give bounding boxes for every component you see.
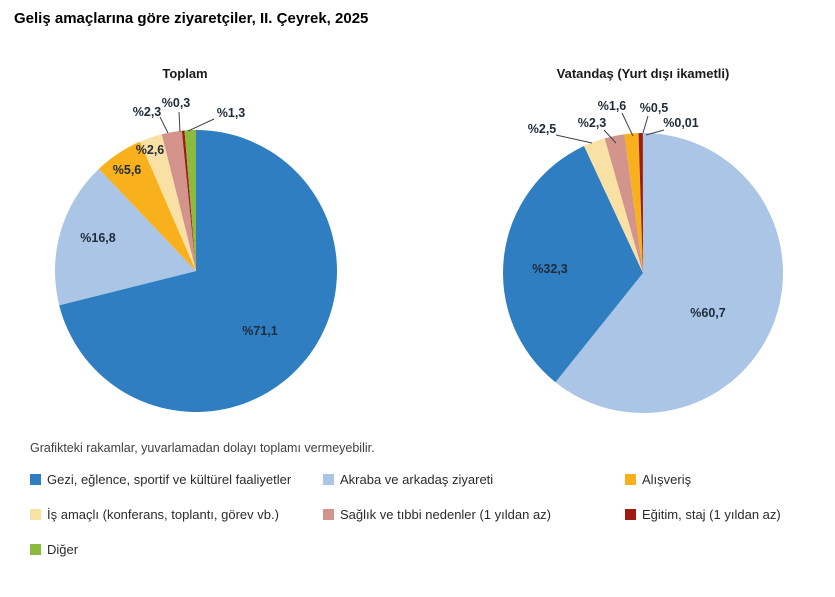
legend-label: İş amaçlı (konferans, toplantı, görev vb… <box>47 506 279 522</box>
label-leader-line-alisveris <box>621 112 634 137</box>
legend-swatch-alisveris <box>625 473 636 485</box>
legend-label: Alışveriş <box>642 471 692 487</box>
legend-swatch-akraba <box>323 473 334 485</box>
slice-label-is_amacli: %2,5 <box>528 122 557 136</box>
legend-item-is-amacli: İş amaçlı (konferans, toplantı, görev vb… <box>30 506 323 522</box>
page-title: Geliş amaçlarına göre ziyaretçiler, II. … <box>14 10 369 27</box>
legend-item-egitim: Eğitim, staj (1 yıldan az) <box>625 506 820 522</box>
legend-label: Gezi, eğlence, sportif ve kültürel faali… <box>47 471 292 487</box>
pie-slice-egitim <box>181 130 196 271</box>
legend: Gezi, eğlence, sportif ve kültürel faali… <box>30 471 820 557</box>
legend-item-akraba: Akraba ve arkadaş ziyareti <box>323 471 625 487</box>
legend-swatch-saglik <box>323 508 334 520</box>
legend-swatch-egitim <box>625 508 636 520</box>
label-leader-line-saglik <box>159 116 169 134</box>
pie-slice-saglik <box>161 130 196 271</box>
slice-label-gezi: %71,1 <box>242 324 277 338</box>
pie-slice-is_amacli <box>584 138 643 273</box>
slice-label-diger: %1,3 <box>217 106 246 120</box>
chart-title-vatandas: Vatandaş (Yurt dışı ikametli) <box>556 66 730 81</box>
slice-label-akraba: %16,8 <box>80 231 115 245</box>
pie-slice-gezi <box>59 130 337 412</box>
legend-swatch-gezi <box>30 473 41 485</box>
pie-slice-alisveris <box>98 141 196 271</box>
label-leader-line-egitim <box>642 115 649 134</box>
pie-chart-toplam: %71,1 %16,8 %5,6 %2,6 %2,3%0,3 %1,3 <box>54 96 337 412</box>
legend-item-diger: Diğer <box>30 541 323 557</box>
label-leader-line-is_amacli <box>555 134 593 144</box>
slice-label-alisveris: %5,6 <box>113 163 142 177</box>
slice-label-egitim: %0,3 <box>162 96 191 110</box>
legend-item-alisveris: Alışveriş <box>625 471 820 487</box>
rounding-note: Grafikteki rakamlar, yuvarlamadan dolayı… <box>30 441 375 455</box>
pie-chart-vatandas: %60,7 %32,3 %2,5 %2,3 %1,6 %0,5%0,01 <box>502 99 784 413</box>
legend-swatch-is-amacli <box>30 508 41 520</box>
label-leader-line-diger <box>187 118 215 132</box>
pie-slice-is_amacli <box>140 134 196 271</box>
slice-label-alisveris: %1,6 <box>598 99 627 113</box>
slice-label-gezi: %32,3 <box>532 262 567 276</box>
legend-item-saglik: Sağlık ve tıbbi nedenler (1 yıldan az) <box>323 506 625 522</box>
slice-label-is_amacli: %2,6 <box>136 143 165 157</box>
label-leader-line-egitim <box>178 111 181 133</box>
legend-label: Akraba ve arkadaş ziyareti <box>340 471 494 487</box>
slice-label-saglik: %2,3 <box>578 116 607 130</box>
slice-label-akraba: %60,7 <box>690 306 725 320</box>
slice-label-diger: %0,01 <box>663 116 698 130</box>
legend-label: Eğitim, staj (1 yıldan az) <box>642 506 781 522</box>
slice-label-saglik: %2,3 <box>133 105 162 119</box>
pie-slice-akraba <box>555 133 784 413</box>
slice-label-egitim: %0,5 <box>640 101 669 115</box>
legend-label: Diğer <box>47 541 79 557</box>
pie-slice-akraba <box>54 168 196 306</box>
pie-slice-gezi <box>502 146 643 383</box>
label-leader-line-saglik <box>603 129 617 144</box>
pie-slice-alisveris <box>624 133 643 273</box>
chart-title-toplam: Toplam <box>162 66 208 81</box>
legend-label: Sağlık ve tıbbi nedenler (1 yıldan az) <box>340 506 552 522</box>
pie-slice-saglik <box>604 134 643 273</box>
pie-slice-diger <box>184 130 196 271</box>
label-leader-line-diger <box>645 129 665 136</box>
pie-slice-egitim <box>638 133 643 273</box>
legend-item-gezi: Gezi, eğlence, sportif ve kültürel faali… <box>30 471 323 487</box>
legend-swatch-diger <box>30 543 41 555</box>
